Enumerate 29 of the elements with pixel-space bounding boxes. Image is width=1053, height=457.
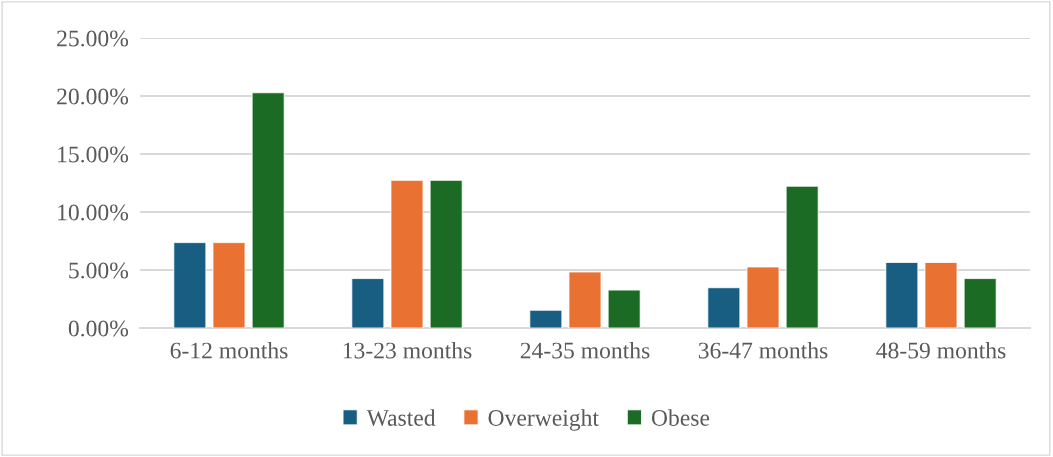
- x-tick-label: 24-35 months: [520, 341, 650, 359]
- bar: [707, 287, 741, 328]
- bar: [568, 271, 602, 328]
- bar: [251, 92, 285, 328]
- bar: [607, 289, 641, 328]
- bar: [746, 266, 780, 328]
- bar: [885, 262, 919, 328]
- bar: [429, 179, 463, 328]
- x-tick-label: 6-12 months: [170, 341, 288, 359]
- bar: [212, 242, 246, 328]
- y-tick-label: 25.00%: [57, 30, 129, 47]
- y-tick-label: 10.00%: [58, 204, 129, 221]
- y-tick-label: 15.00%: [58, 146, 129, 163]
- bar: [173, 242, 207, 328]
- legend-label: Obese: [651, 409, 710, 426]
- bar: [924, 262, 958, 328]
- legend-label: Overweight: [488, 409, 599, 431]
- bar: [351, 278, 385, 328]
- bar: [963, 278, 997, 328]
- x-tick-label: 48-59 months: [876, 341, 1006, 359]
- y-tick-label: 5.00%: [69, 262, 129, 279]
- x-tick-label: 13-23 months: [343, 341, 472, 359]
- bar: [529, 309, 563, 328]
- bar: [785, 185, 819, 328]
- y-tick-label: 20.00%: [57, 88, 129, 105]
- y-tick-label: 0.00%: [68, 320, 129, 337]
- x-tick-label: 36-47 months: [698, 341, 828, 359]
- legend-label: Wasted: [366, 409, 436, 426]
- bar: [390, 179, 424, 328]
